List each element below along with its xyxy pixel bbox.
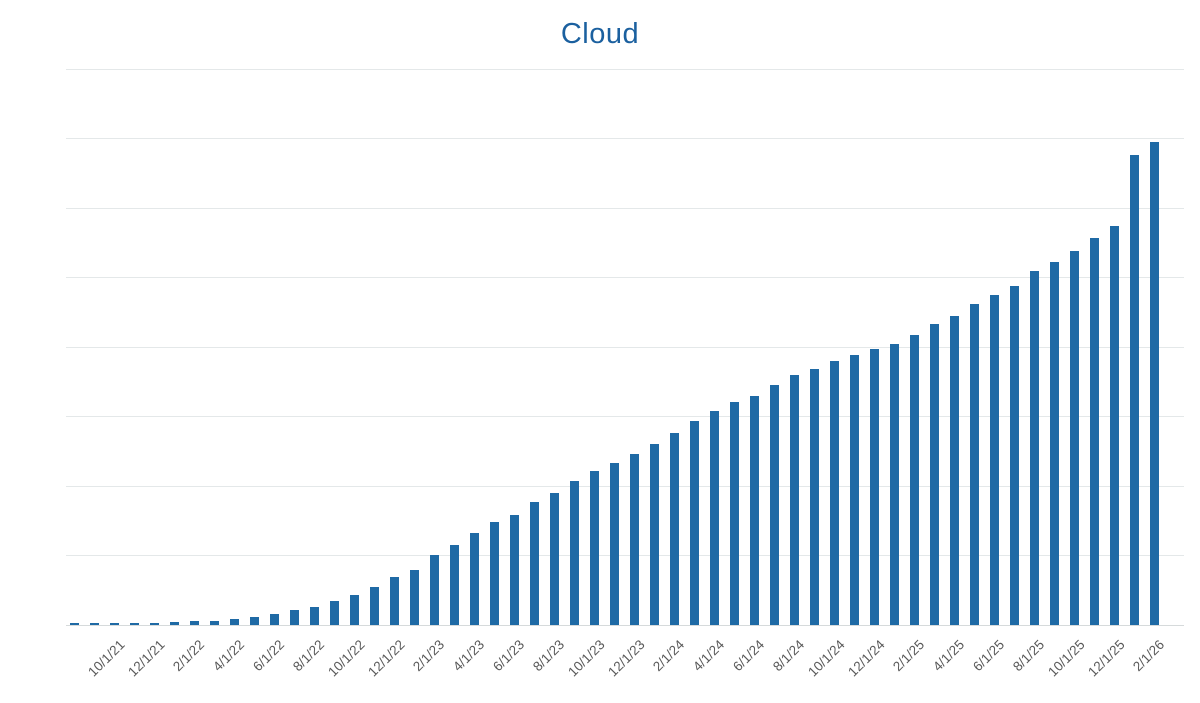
x-tick-label: 12/1/23	[605, 637, 648, 680]
bar-1/1/24	[650, 444, 659, 625]
x-tick-label: 2/1/25	[890, 637, 928, 675]
bar-6/1/22	[270, 614, 279, 625]
bar-10/1/22	[350, 595, 359, 625]
bar-7/1/24	[770, 385, 779, 625]
x-tick-label: 10/1/21	[85, 637, 128, 680]
bar-7/1/23	[530, 502, 539, 625]
bar-12/1/22	[390, 577, 399, 625]
x-tick-label: 2/1/24	[650, 637, 688, 675]
bar-12/1/23	[630, 454, 639, 625]
x-tick-label: 12/1/21	[125, 637, 168, 680]
bar-2/1/23	[430, 555, 439, 625]
x-tick-label: 10/1/24	[805, 637, 848, 680]
bar-9/1/21	[90, 623, 99, 625]
bar-4/1/22	[230, 619, 239, 625]
bar-8/1/25	[1030, 271, 1039, 625]
x-tick-label: 12/1/22	[365, 637, 408, 680]
bar-2/1/24	[670, 433, 679, 625]
x-tick-label: 10/1/23	[565, 637, 608, 680]
bar-2/1/26	[1150, 142, 1159, 625]
bar-9/1/25	[1050, 262, 1059, 625]
x-tick-label: 8/1/25	[1010, 637, 1048, 675]
x-tick-label: 12/1/25	[1085, 637, 1128, 680]
bar-11/1/22	[370, 587, 379, 625]
bar-3/1/25	[930, 324, 939, 625]
bar-12/1/21	[150, 623, 159, 625]
y-gridline	[66, 68, 1184, 70]
bar-9/1/23	[570, 481, 579, 625]
y-gridline	[66, 138, 1184, 139]
bar-5/1/23	[490, 522, 499, 625]
bar-10/1/21	[110, 623, 119, 625]
x-tick-label: 6/1/25	[970, 637, 1008, 675]
x-tick-label: 4/1/24	[690, 637, 728, 675]
bar-4/1/23	[470, 533, 479, 625]
bar-2/1/25	[910, 335, 919, 625]
bar-1/1/25	[890, 344, 899, 625]
bar-12/1/25	[1110, 226, 1119, 625]
bar-6/1/25	[990, 295, 999, 625]
bar-6/1/23	[510, 515, 519, 625]
bar-10/1/24	[830, 361, 839, 625]
bar-6/1/24	[750, 396, 759, 625]
bar-1/1/26	[1130, 155, 1139, 625]
bar-8/1/21	[70, 623, 79, 625]
bar-4/1/25	[950, 316, 959, 625]
bar-11/1/21	[130, 623, 139, 625]
bar-8/1/22	[310, 607, 319, 625]
x-tick-label: 12/1/24	[845, 637, 888, 680]
bar-3/1/24	[690, 421, 699, 625]
x-tick-label: 2/1/23	[410, 637, 448, 675]
bar-11/1/25	[1090, 238, 1099, 625]
x-tick-label: 8/1/24	[770, 637, 808, 675]
bar-2/1/22	[190, 621, 199, 625]
x-tick-label: 10/1/22	[325, 637, 368, 680]
x-tick-label: 6/1/22	[250, 637, 288, 675]
bar-8/1/24	[790, 375, 799, 625]
bar-10/1/23	[590, 471, 599, 625]
bar-5/1/22	[250, 617, 259, 625]
x-tick-label: 2/1/26	[1130, 637, 1168, 675]
bar-10/1/25	[1070, 251, 1079, 625]
bar-8/1/23	[550, 493, 559, 625]
y-gridline	[66, 207, 1184, 209]
x-tick-label: 10/1/25	[1045, 637, 1088, 680]
bar-5/1/24	[730, 402, 739, 625]
bar-12/1/24	[870, 349, 879, 625]
bar-5/1/25	[970, 304, 979, 625]
x-tick-label: 4/1/23	[450, 637, 488, 675]
bar-9/1/22	[330, 601, 339, 625]
x-tick-label: 2/1/22	[170, 637, 208, 675]
bar-4/1/24	[710, 411, 719, 625]
x-tick-label: 4/1/22	[210, 637, 248, 675]
bar-11/1/23	[610, 463, 619, 625]
x-tick-label: 8/1/22	[290, 637, 328, 675]
y-gridline	[66, 277, 1184, 278]
bar-3/1/23	[450, 545, 459, 625]
x-tick-label: 6/1/23	[490, 637, 528, 675]
bar-11/1/24	[850, 355, 859, 625]
x-tick-label: 6/1/24	[730, 637, 768, 675]
x-tick-label: 4/1/25	[930, 637, 968, 675]
bar-3/1/22	[210, 621, 219, 625]
bar-1/1/23	[410, 570, 419, 625]
chart-title: Cloud	[560, 18, 640, 50]
bar-9/1/24	[810, 369, 819, 625]
bar-1/1/22	[170, 622, 179, 625]
bar-7/1/22	[290, 610, 299, 625]
bar-7/1/25	[1010, 286, 1019, 625]
x-tick-label: 8/1/23	[530, 637, 568, 675]
